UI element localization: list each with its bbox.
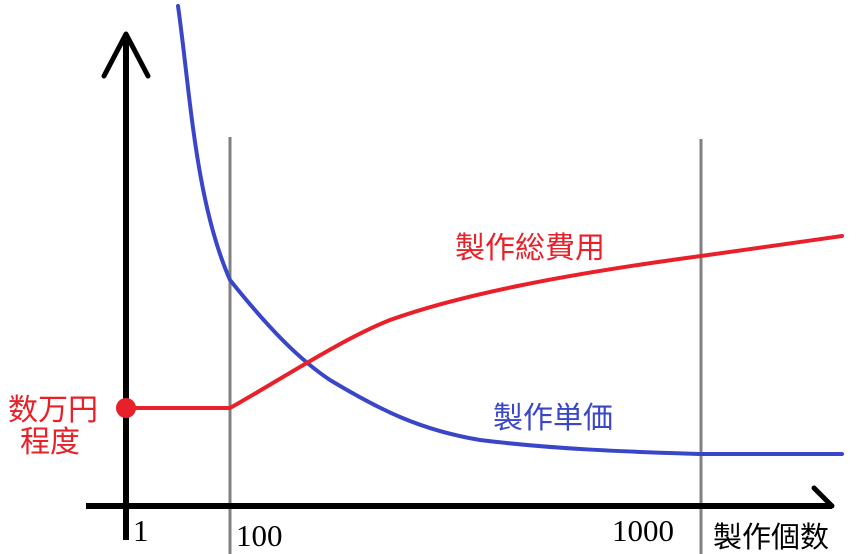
start-point-label-line2: 程度 <box>20 425 80 460</box>
x-tick-label-1000: 1000 <box>612 513 674 548</box>
start-point-label-line1: 数万円 <box>8 393 98 428</box>
start-point-marker <box>116 398 136 418</box>
x-axis-label: 製作個数 <box>713 520 829 554</box>
x-tick-label-100: 100 <box>236 518 283 553</box>
total-cost-curve <box>124 234 844 410</box>
unit-price-label: 製作単価 <box>493 401 613 436</box>
y-axis-arrowhead <box>101 31 151 79</box>
unit-price-curve <box>176 4 844 456</box>
x-tick-label-1: 1 <box>133 513 149 548</box>
x-axis-arrowhead <box>811 485 835 509</box>
total-cost-label: 製作総費用 <box>455 231 605 266</box>
